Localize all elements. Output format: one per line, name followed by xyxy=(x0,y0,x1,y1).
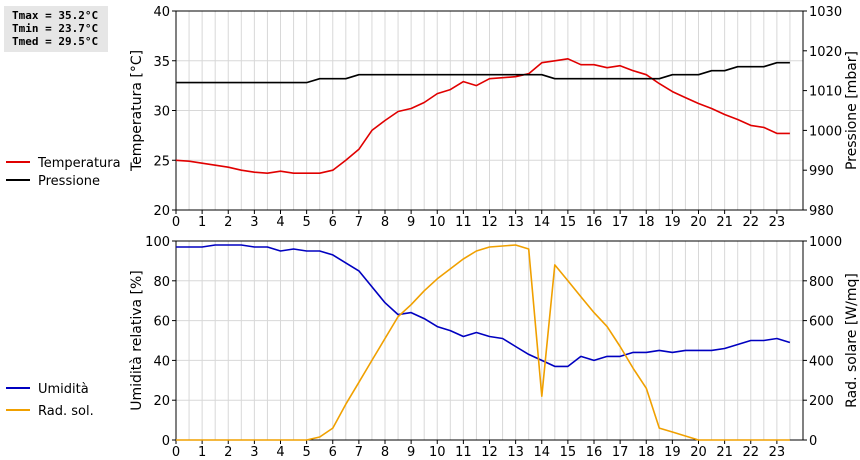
y-left-axis-title: Temperatura [°C] xyxy=(129,50,145,172)
stats-box: Tmax = 35.2°C Tmin = 23.7°C Tmed = 29.5°… xyxy=(4,6,108,52)
x-tick-label: 20 xyxy=(690,215,707,230)
x-tick-label: 2 xyxy=(224,215,232,230)
x-tick-label: 10 xyxy=(429,445,446,460)
y-right-axis-title: Pressione [mbar] xyxy=(844,51,860,170)
y-right-tick-label: 1030 xyxy=(809,5,842,20)
series-line-temperatura xyxy=(175,57,790,174)
x-tick-label: 9 xyxy=(407,215,415,230)
series-line-umidit- xyxy=(176,244,791,368)
x-tick-label: 21 xyxy=(716,445,733,460)
x-tick-label: 20 xyxy=(690,445,707,460)
y-right-tick-label: 1020 xyxy=(809,45,842,60)
x-tick-label: 18 xyxy=(638,215,655,230)
x-tick-label: 15 xyxy=(560,445,577,460)
y-right-tick-label: 990 xyxy=(809,164,834,179)
y-right-tick-label: 400 xyxy=(809,354,834,369)
y-right-tick-label: 0 xyxy=(809,434,817,449)
y-left-tick-label: 25 xyxy=(153,154,170,169)
y-right-tick-label: 1000 xyxy=(809,124,842,139)
x-tick-label: 23 xyxy=(769,445,786,460)
x-tick-label: 7 xyxy=(355,445,363,460)
tmed-text: Tmed = 29.5°C xyxy=(12,35,99,48)
x-tick-label: 1 xyxy=(198,215,206,230)
x-tick-label: 3 xyxy=(250,215,258,230)
y-left-tick-label: 20 xyxy=(153,394,170,409)
x-tick-label: 11 xyxy=(455,215,472,230)
y-right-tick-label: 200 xyxy=(809,394,834,409)
x-tick-label: 2 xyxy=(224,445,232,460)
x-tick-label: 13 xyxy=(507,445,524,460)
x-tick-label: 23 xyxy=(769,215,786,230)
y-right-tick-label: 1000 xyxy=(809,235,842,250)
x-tick-label: 17 xyxy=(612,215,629,230)
x-tick-label: 4 xyxy=(276,445,284,460)
x-tick-label: 4 xyxy=(276,215,284,230)
x-tick-label: 3 xyxy=(250,445,258,460)
x-tick-label: 19 xyxy=(664,445,681,460)
tmax-text: Tmax = 35.2°C xyxy=(12,9,99,22)
x-tick-label: 6 xyxy=(329,445,337,460)
x-tick-label: 19 xyxy=(664,215,681,230)
x-tick-label: 16 xyxy=(586,445,603,460)
x-tick-label: 22 xyxy=(742,215,759,230)
series-line-rad-sol- xyxy=(176,244,790,441)
y-left-tick-label: 30 xyxy=(153,105,170,120)
y-left-axis-title: Umidità relativa [%] xyxy=(129,270,145,411)
x-tick-label: 5 xyxy=(302,445,310,460)
x-tick-label: 7 xyxy=(355,215,363,230)
y-left-tick-label: 60 xyxy=(153,315,170,330)
x-tick-label: 0 xyxy=(172,215,180,230)
x-tick-label: 17 xyxy=(612,445,629,460)
x-tick-label: 21 xyxy=(716,215,733,230)
x-tick-label: 16 xyxy=(586,215,603,230)
x-tick-label: 8 xyxy=(381,215,389,230)
legend-label: Rad. sol. xyxy=(38,404,94,419)
y-right-tick-label: 980 xyxy=(809,204,834,219)
x-tick-label: 5 xyxy=(302,215,310,230)
x-tick-label: 14 xyxy=(533,445,550,460)
y-left-tick-label: 0 xyxy=(162,434,170,449)
y-left-tick-label: 40 xyxy=(153,354,170,369)
x-tick-label: 12 xyxy=(481,445,498,460)
y-left-tick-label: 35 xyxy=(153,55,170,70)
chart-panel-1: 0 1 2 3 4 5 6 7 8 9 10 11 12 13 14 15 16 17 18 19 20 21 22 2320… xyxy=(6,5,860,230)
y-left-tick-label: 40 xyxy=(153,5,170,20)
legend-label: Umidità xyxy=(38,382,89,397)
y-left-tick-label: 100 xyxy=(145,235,170,250)
legend-label: Temperatura xyxy=(37,156,121,171)
x-tick-label: 13 xyxy=(507,215,524,230)
y-right-tick-label: 800 xyxy=(809,275,834,290)
y-left-tick-label: 20 xyxy=(153,204,170,219)
x-tick-label: 1 xyxy=(198,445,206,460)
legend-label: Pressione xyxy=(38,174,100,189)
y-left-tick-label: 80 xyxy=(153,275,170,290)
x-tick-label: 12 xyxy=(481,215,498,230)
x-tick-label: 15 xyxy=(560,215,577,230)
y-right-axis-title: Rad. solare [W/mq] xyxy=(844,273,860,408)
x-tick-label: 0 xyxy=(172,445,180,460)
y-right-tick-label: 1010 xyxy=(809,85,842,100)
x-tick-label: 14 xyxy=(533,215,550,230)
series-line-pressione xyxy=(176,61,790,84)
y-right-tick-label: 600 xyxy=(809,315,834,330)
chart-panel-2: 0 1 2 3 4 5 6 7 8 9 10 11 12 13 14 15 16 17 18 19 20 21 22 2302… xyxy=(6,235,860,460)
x-tick-label: 9 xyxy=(407,445,415,460)
x-tick-label: 18 xyxy=(638,445,655,460)
x-tick-label: 10 xyxy=(429,215,446,230)
tmin-text: Tmin = 23.7°C xyxy=(12,22,99,35)
x-tick-label: 11 xyxy=(455,445,472,460)
x-tick-label: 6 xyxy=(329,215,337,230)
x-tick-label: 8 xyxy=(381,445,389,460)
x-tick-label: 22 xyxy=(742,445,759,460)
